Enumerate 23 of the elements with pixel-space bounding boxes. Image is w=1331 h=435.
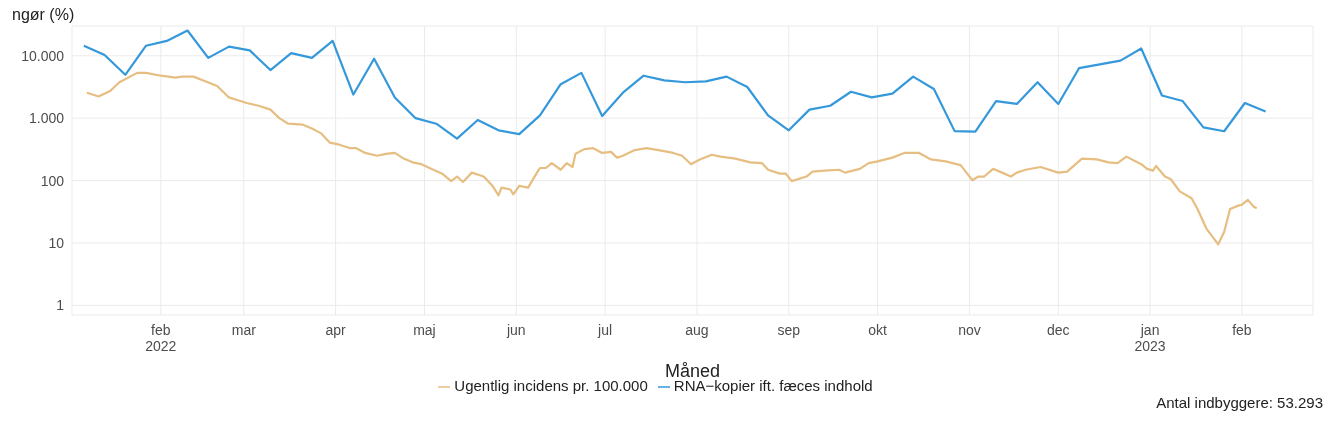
x-tick-label: jun [505, 322, 526, 338]
x-tick-label: feb [1232, 322, 1252, 338]
x-tick-label: feb 2022 [145, 322, 177, 354]
line-series [82, 29, 1267, 140]
y-tick-label: 100 [40, 172, 65, 189]
y-tick-label: 10 [48, 234, 65, 251]
x-tick-label: sep [777, 322, 801, 338]
y-tick-label: 1 [56, 297, 65, 314]
x-tick-label: maj [413, 322, 436, 338]
x-tick-label: jul [597, 322, 613, 338]
x-tick-label: jan 2023 [1134, 322, 1166, 354]
x-tick-label: aug [685, 322, 709, 338]
legend-label: Ugentlig incidens pr. 100.000 [454, 377, 648, 394]
x-tick-label: apr [325, 322, 347, 338]
x-tick-label: nov [958, 322, 981, 338]
line-series [85, 71, 1258, 246]
y-tick-label: 10.000 [21, 47, 65, 64]
x-tick-label: mar [231, 322, 257, 338]
x-tick-label: dec [1046, 322, 1070, 338]
chart-title: ngør (%) [11, 6, 76, 23]
y-tick-label: 1.000 [28, 110, 65, 127]
x-tick-label: okt [868, 322, 888, 338]
text: Antal indbyggere: 53.293 [1155, 394, 1323, 412]
